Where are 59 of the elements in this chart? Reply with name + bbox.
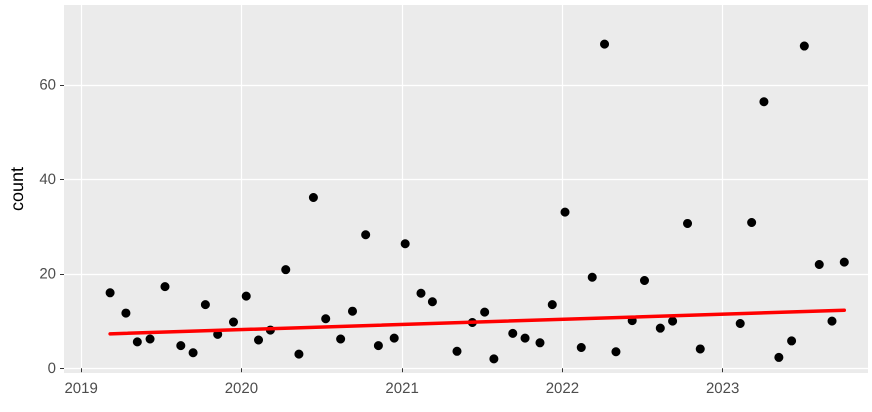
point [361,230,370,240]
point [611,347,620,356]
point [600,40,610,49]
point [336,334,346,344]
point [588,272,597,282]
point [452,346,462,356]
point [188,348,198,358]
point [348,306,357,316]
point [146,334,155,344]
point [814,260,824,269]
point [321,314,330,324]
point [787,336,796,346]
point [308,192,318,202]
point [656,324,665,333]
point [294,350,304,359]
y-tick-label: 0 [48,360,56,377]
point [520,334,530,343]
y-tick-label: 40 [39,171,56,188]
y-tick-label: 60 [39,76,56,94]
point [374,341,383,350]
y-axis-title: count [7,166,27,212]
point [200,300,210,310]
point [828,316,836,326]
point [416,288,426,298]
point [759,97,768,106]
x-tick-label: 2023 [706,380,740,397]
point [428,297,437,306]
point [400,239,410,248]
point [747,218,756,227]
x-tick-label: 2021 [385,380,419,397]
point [683,218,692,228]
x-tick-label: 2022 [546,380,580,397]
point [536,338,544,348]
point [480,308,490,317]
point [840,258,849,267]
x-tick-label: 2019 [64,380,98,397]
point [576,343,586,352]
point [489,354,498,364]
point [560,208,570,217]
point [668,316,678,326]
point [106,288,115,298]
point [508,328,518,338]
point [176,341,186,350]
point [160,282,170,292]
y-tick-label: 20 [39,265,56,282]
point [640,276,649,286]
x-tick-label: 2020 [224,380,258,397]
point [229,318,238,327]
point [254,335,264,344]
point [121,308,130,318]
point [242,292,251,301]
point [548,300,557,310]
point [132,337,142,346]
point [800,42,809,51]
point [390,334,399,343]
point [736,318,745,328]
point [696,344,705,354]
point [774,352,784,362]
point [281,265,290,274]
